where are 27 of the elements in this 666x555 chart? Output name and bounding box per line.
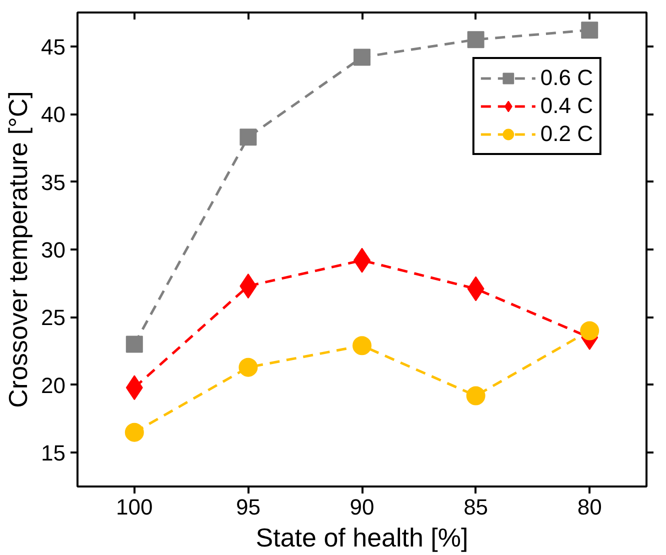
legend-label: 0.2 C (540, 121, 593, 147)
x-tick-label: 85 (464, 494, 488, 520)
x-tick-label: 90 (350, 494, 374, 520)
x-tick-label: 80 (577, 494, 602, 520)
point (467, 31, 484, 48)
x-tick-label: 100 (116, 494, 153, 520)
point (238, 358, 258, 377)
legend-label: 0.6 C (540, 65, 593, 91)
point (354, 48, 370, 66)
point (240, 128, 257, 146)
point (126, 336, 143, 353)
point (466, 386, 486, 406)
y-tick-label: 35 (41, 170, 66, 195)
point (352, 336, 372, 356)
x-tick-label: 95 (236, 494, 260, 520)
point (124, 422, 144, 442)
y-tick-label: 45 (41, 34, 66, 60)
y-tick-label: 15 (41, 440, 66, 466)
legend-label: 0.4 C (540, 93, 593, 119)
y-tick-label: 20 (41, 372, 66, 398)
point (580, 321, 600, 340)
y-axis-title: Crossover temperature [°C] (3, 91, 34, 408)
y-tick-label: 40 (41, 102, 66, 128)
y-tick-label: 25 (41, 305, 66, 330)
y-tick-label: 30 (41, 238, 66, 262)
point (581, 22, 598, 39)
x-axis-title: State of health [%] (256, 522, 468, 552)
